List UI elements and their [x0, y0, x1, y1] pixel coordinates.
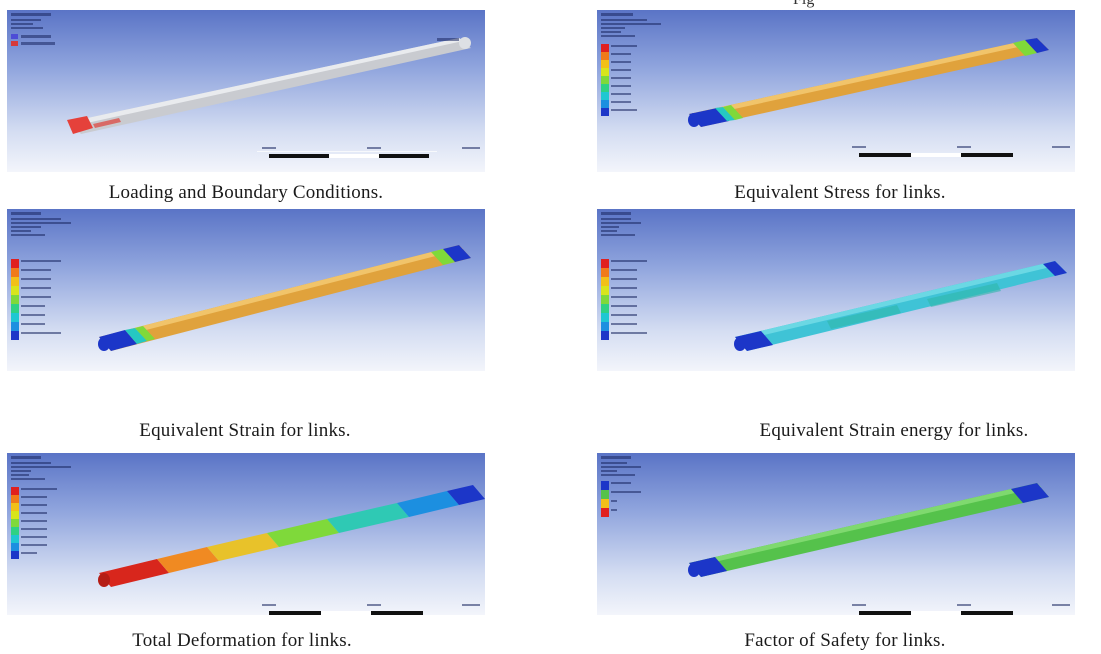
total-deformation-render — [11, 456, 485, 615]
loading-boundary-render — [11, 13, 480, 158]
equivalent-stress-render — [601, 13, 1070, 157]
panel-equivalent-strain — [7, 209, 485, 371]
caption-loading-boundary: Loading and Boundary Conditions. — [108, 182, 384, 203]
top-fragment-text: Fig — [793, 0, 814, 9]
caption-equivalent-strain-energy: Equivalent Strain energy for links. — [759, 420, 1029, 441]
panel-total-deformation — [7, 453, 485, 615]
factor-of-safety-render — [601, 456, 1070, 615]
caption-equivalent-stress: Equivalent Stress for links. — [734, 182, 946, 203]
panel-equivalent-strain-energy — [597, 209, 1075, 371]
panel-factor-of-safety — [597, 453, 1075, 615]
equivalent-strain-render — [11, 212, 471, 351]
panel-loading-boundary — [7, 10, 485, 172]
caption-equivalent-strain: Equivalent Strain for links. — [139, 420, 351, 441]
panel-equivalent-stress — [597, 10, 1075, 172]
equivalent-strain-energy-render — [601, 212, 1067, 351]
caption-factor-of-safety: Factor of Safety for links. — [744, 630, 946, 651]
caption-total-deformation: Total Deformation for links. — [132, 630, 352, 651]
